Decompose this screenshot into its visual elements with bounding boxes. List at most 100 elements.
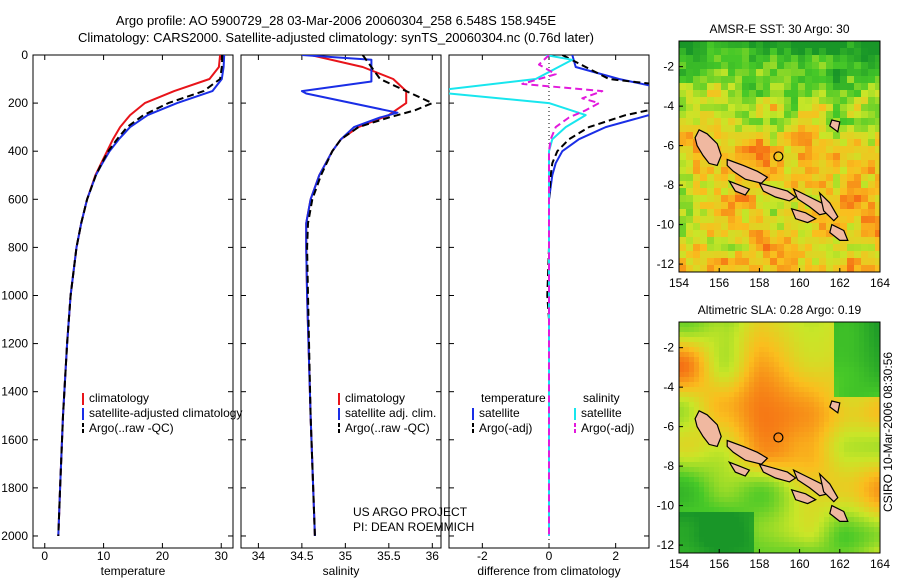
coastline: [790, 488, 817, 505]
map-cell: [875, 181, 880, 189]
map-cell: [859, 482, 865, 488]
map-cell: [721, 167, 729, 175]
map-cell: [791, 83, 799, 91]
map-cell: [839, 422, 845, 428]
map-cell: [699, 477, 705, 483]
map-cell: [724, 457, 730, 463]
map-cell: [798, 265, 806, 272]
map-cell: [868, 139, 876, 147]
map-cell: [679, 387, 685, 393]
map-cell: [699, 372, 705, 378]
map-cell: [694, 392, 700, 398]
map-cell: [779, 512, 785, 518]
map-cell: [739, 352, 745, 358]
map-cell: [769, 442, 775, 448]
map-cell: [714, 97, 722, 105]
map-cell: [834, 442, 840, 448]
map-cell: [779, 452, 785, 458]
map-cell: [749, 512, 755, 518]
map-cell: [704, 382, 710, 388]
map-cell: [679, 362, 685, 368]
map-cell: [734, 377, 740, 383]
map-cell: [804, 502, 810, 508]
map-cell: [874, 382, 880, 388]
map-cell: [754, 542, 760, 548]
map-cell: [844, 337, 850, 343]
map-cell: [869, 382, 875, 388]
map-cell: [844, 387, 850, 393]
map-cell: [829, 342, 835, 348]
map-cell: [759, 402, 765, 408]
map-cell: [875, 48, 880, 56]
map-cell: [684, 337, 690, 343]
map-cell: [799, 402, 805, 408]
map-cell: [868, 41, 876, 49]
map-cell: [709, 547, 715, 553]
map-cell: [854, 417, 860, 423]
map-cell: [763, 251, 771, 259]
map-cell: [839, 537, 845, 543]
map-cell: [759, 527, 765, 533]
map-cell: [724, 507, 730, 513]
map-cell: [849, 437, 855, 443]
map-cell: [724, 422, 730, 428]
map-cell: [714, 139, 722, 147]
legend-label: climatology: [345, 391, 405, 405]
map-cell: [707, 216, 715, 224]
map-cell: [779, 502, 785, 508]
map-cell: [839, 462, 845, 468]
map-cell: [819, 332, 825, 338]
map-cell: [798, 174, 806, 182]
map-cell: [756, 230, 764, 238]
map-cell: [859, 432, 865, 438]
map-cell: [849, 512, 855, 518]
map-cell: [854, 244, 862, 252]
map-cell: [769, 402, 775, 408]
map-cell: [864, 542, 870, 548]
map-cell: [875, 41, 880, 49]
map-cell: [735, 62, 743, 70]
map-cell: [784, 372, 790, 378]
map-cell: [693, 146, 701, 154]
map-cell: [777, 251, 785, 259]
map-cell: [764, 407, 770, 413]
map-cell: [844, 342, 850, 348]
map-cell: [754, 482, 760, 488]
map-cell: [734, 337, 740, 343]
map-cell: [833, 48, 841, 56]
map-cell: [824, 357, 830, 363]
map-cell: [719, 512, 725, 518]
map-cell: [724, 477, 730, 483]
map-cell: [749, 382, 755, 388]
map-cell: [814, 542, 820, 548]
map-cell: [744, 517, 750, 523]
map-cell: [756, 104, 764, 112]
map-cell: [679, 146, 687, 154]
map-cell: [849, 382, 855, 388]
map-cell: [809, 507, 815, 513]
map-cell: [764, 447, 770, 453]
map-cell: [728, 244, 736, 252]
map-cell: [824, 467, 830, 473]
map-cell: [833, 167, 841, 175]
map-cell: [798, 160, 806, 168]
map-cell: [700, 251, 708, 259]
map-cell: [714, 258, 722, 266]
map-cell: [809, 432, 815, 438]
map-cell: [721, 153, 729, 161]
map-cell: [826, 237, 834, 245]
map-cell: [859, 367, 865, 373]
map-cell: [844, 497, 850, 503]
legend: temperaturesatelliteArgo(-adj)salinitysa…: [472, 391, 634, 435]
map-cell: [724, 527, 730, 533]
map-cell: [812, 132, 820, 140]
map-cell: [804, 367, 810, 373]
map-cell: [819, 265, 827, 272]
map-cell: [812, 48, 820, 56]
map-cell: [728, 153, 736, 161]
map-cell: [861, 83, 869, 91]
map-cell: [789, 367, 795, 373]
map-cell: [784, 362, 790, 368]
map-cell: [854, 437, 860, 443]
map-cell: [719, 477, 725, 483]
